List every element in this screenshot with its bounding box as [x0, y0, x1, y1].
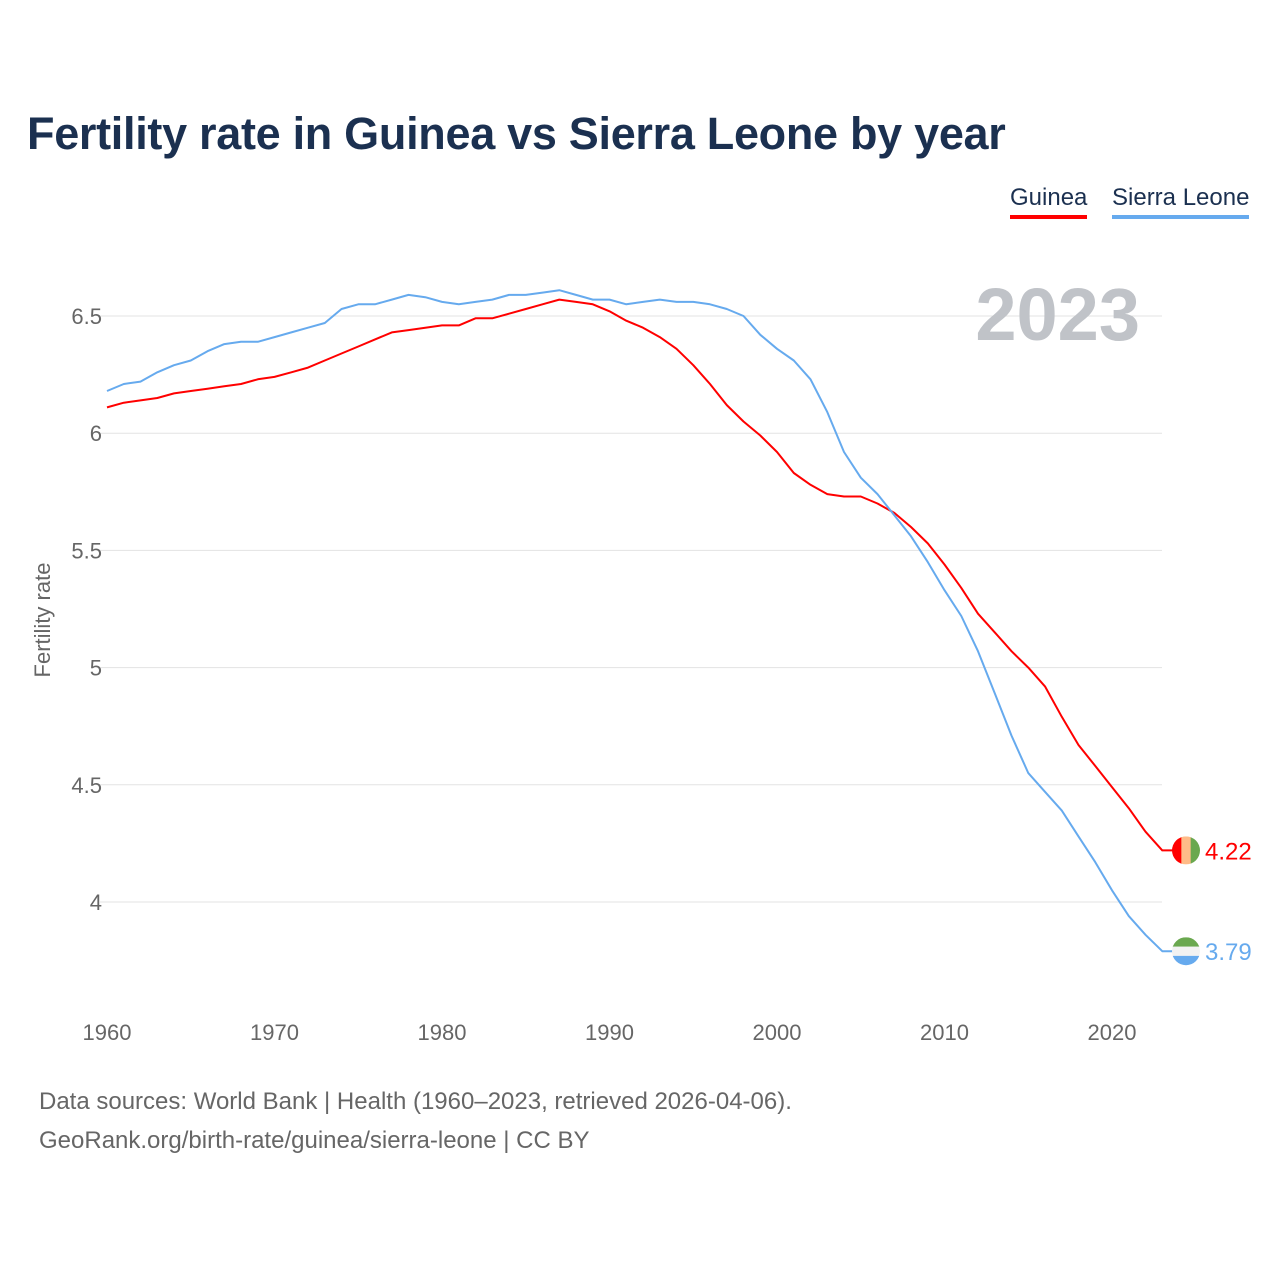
series-line-guinea [106, 298, 1176, 852]
flag-icon [1172, 937, 1200, 966]
flag-stripe [1172, 937, 1200, 948]
y-axis-label: Fertility rate [30, 563, 55, 678]
legend-guinea[interactable]: Guinea [1010, 184, 1088, 219]
y-tick-label: 6.5 [71, 304, 102, 329]
x-tick-label: 1990 [585, 1020, 634, 1045]
flag-stripe [1190, 836, 1200, 865]
year-watermark: 2023 [975, 273, 1140, 356]
y-tick-label: 6 [90, 421, 102, 446]
legend-sierra-leone[interactable]: Sierra Leone [1112, 184, 1250, 219]
y-tick-label: 5 [90, 656, 102, 681]
source-link[interactable]: GeoRank.org/birth-rate/guinea/sierra-leo… [39, 1127, 590, 1154]
flag-stripe [1181, 836, 1192, 865]
series-line-sierra-leone [106, 289, 1176, 953]
y-tick-label: 5.5 [71, 538, 102, 563]
flag-stripe [1172, 836, 1182, 865]
x-tick-label: 2000 [753, 1020, 802, 1045]
x-tick-label: 2010 [920, 1020, 969, 1045]
x-tick-label: 2020 [1088, 1020, 1137, 1045]
x-tick-label: 1960 [83, 1020, 132, 1045]
data-sources: Data sources: World Bank | Health (1960–… [39, 1088, 792, 1115]
end-value-label: 4.22 [1205, 838, 1252, 865]
y-tick-label: 4 [90, 890, 102, 915]
x-tick-label: 1980 [418, 1020, 467, 1045]
chart-title: Fertility rate in Guinea vs Sierra Leone… [27, 108, 1006, 159]
x-tick-label: 1970 [250, 1020, 299, 1045]
end-value-label: 3.79 [1205, 939, 1252, 966]
flag-stripe [1172, 955, 1200, 966]
flag-stripe [1172, 946, 1200, 957]
y-tick-label: 4.5 [71, 773, 102, 798]
flag-icon [1172, 836, 1200, 865]
